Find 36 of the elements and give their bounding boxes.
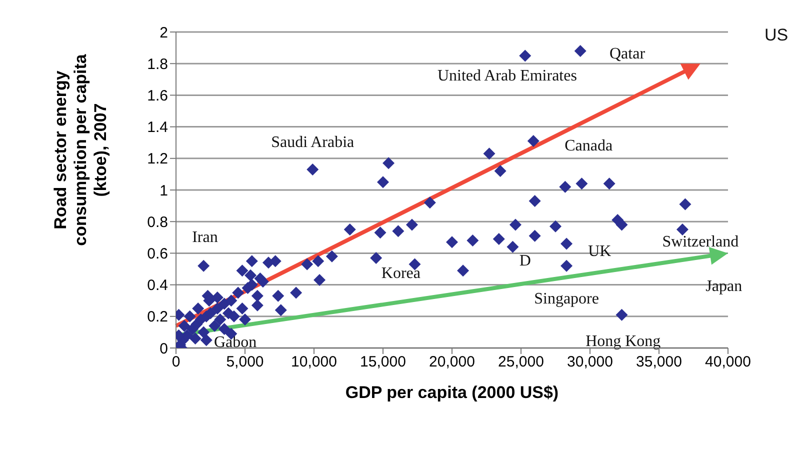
annotation: Iran <box>192 228 218 246</box>
y-tick-label: 1 <box>160 182 168 200</box>
annotation: Saudi Arabia <box>271 134 354 152</box>
x-tick-label: 15,000 <box>360 354 406 371</box>
annotation: Hong Kong <box>586 333 661 350</box>
text: US <box>764 26 788 45</box>
y-tick-label: 2 <box>160 24 168 42</box>
x-tick-label: 40,000 <box>705 354 751 371</box>
x-tick-label: 0 <box>172 354 180 371</box>
y-tick-label: 0.6 <box>147 246 168 263</box>
annotation: Korea <box>381 265 420 282</box>
y-tick-label: 0 <box>160 340 168 358</box>
annotation: Japan <box>706 278 742 295</box>
x-tick-label: 10,000 <box>291 354 337 371</box>
y-tick-label: 1.8 <box>147 56 168 73</box>
annotation: Qatar <box>609 46 646 63</box>
annotation: UK <box>588 243 612 260</box>
y-tick-label: 1.4 <box>147 119 168 136</box>
annotation: D <box>519 252 531 270</box>
x-tick-label: 30,000 <box>567 354 613 371</box>
y-tick-label: 0.4 <box>147 277 168 294</box>
annotation: Canada <box>564 137 613 154</box>
x-tick-label: 25,000 <box>498 354 544 371</box>
y-axis-title: Road sector energy consumption per capita (ktoe), 2007 <box>51 54 110 246</box>
x-tick-label: 5,000 <box>226 354 264 371</box>
x-tick-label: 20,000 <box>429 354 475 371</box>
x-tick-label: 35,000 <box>636 354 682 371</box>
y-tick-label: 1.6 <box>147 88 168 105</box>
y-tick-label: 1.2 <box>147 150 168 168</box>
annotation: Gabon <box>214 334 257 351</box>
y-tick-label: 0.2 <box>147 308 168 326</box>
annotation: Singapore <box>534 290 599 308</box>
x-axis-title: GDP per capita (2000 US$) <box>345 383 559 402</box>
annotation: Switzerland <box>662 234 739 251</box>
y-tick-label: 0.8 <box>147 214 168 231</box>
annotation: United Arab Emirates <box>437 68 577 85</box>
